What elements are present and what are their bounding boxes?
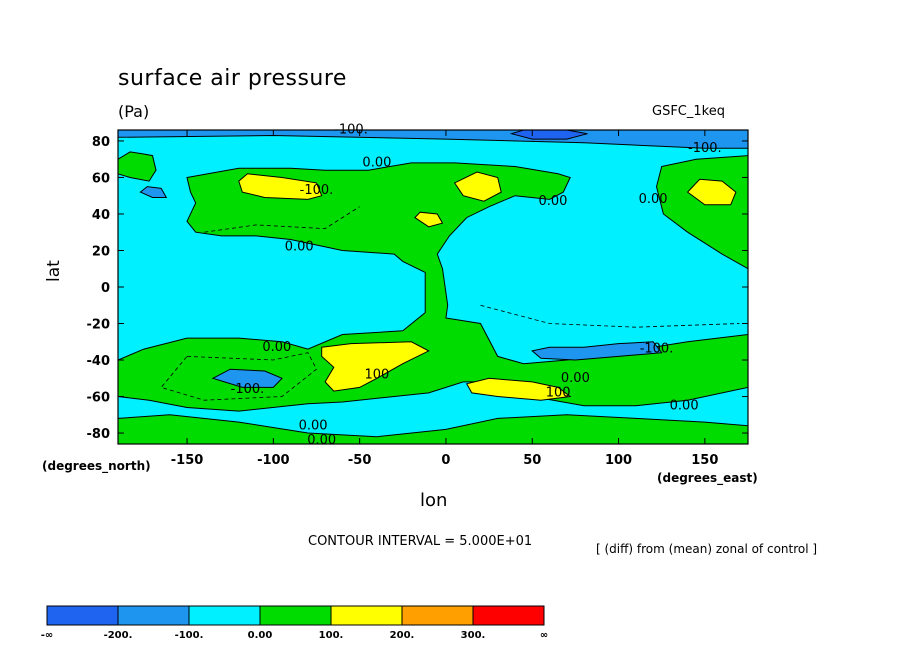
colorbar-swatch (472, 605, 545, 626)
x-tick-label: -150 (171, 453, 204, 468)
x-tick-label: 50 (523, 453, 541, 468)
contour-region-4 (238, 173, 323, 200)
axis-ticks: -150 -100 -50 0 50 100 150 80 60 40 20 0 -20 -40 -60 -8… (87, 130, 748, 468)
contour-label: 0.00 (639, 192, 668, 207)
contour-labels: -100.-100.0.00-100.0.00 0.000.000.00100-1… (231, 123, 722, 448)
colorbar-label: -100. (175, 630, 204, 641)
colorbar-label: -∞ (41, 630, 53, 641)
contour-line-1 (480, 304, 740, 328)
contour-label: 0.00 (262, 340, 291, 355)
contour-label: 100 (546, 386, 571, 401)
model-name: GSFC_1keq (652, 104, 725, 119)
x-tick-label: 0 (441, 453, 450, 468)
contour-region-6 (414, 211, 444, 228)
contour-region-12 (139, 186, 168, 198)
colorbar-label: 200. (390, 630, 415, 641)
contour-label: -100. (640, 342, 674, 357)
colorbar-swatch (46, 605, 119, 626)
y-tick-label: 0 (101, 281, 110, 296)
contour-interval: CONTOUR INTERVAL = 5.000E+01 (308, 534, 533, 549)
colorbar: -∞ -200. -100. 0.00 100. 200. 300. ∞ (41, 605, 548, 641)
x-tick-label: -100 (257, 453, 290, 468)
contour-label: 0.00 (307, 433, 336, 448)
contour-label: 0.00 (285, 239, 314, 254)
difference-note: [ (diff) from (mean) zonal of control ] (596, 542, 818, 556)
contour-region-9 (465, 377, 572, 401)
y-unit-label: (degrees_north) (42, 459, 151, 473)
contour-label: 0.00 (299, 418, 328, 433)
y-tick-label: 20 (92, 244, 110, 259)
y-tick-label: -20 (87, 318, 111, 333)
y-tick-label: -80 (87, 427, 111, 442)
y-tick-label: 60 (92, 171, 110, 186)
contour-region-3 (118, 414, 748, 444)
contour-label: 0.00 (538, 194, 567, 209)
colorbar-label: 300. (461, 630, 486, 641)
y-tick-label: 80 (92, 135, 110, 150)
contour-label: 0.00 (362, 156, 391, 171)
contour-region-5 (453, 171, 502, 202)
colorbar-swatch (401, 605, 474, 626)
x-unit-label: (degrees_east) (657, 471, 758, 485)
colorbar-label: ∞ (540, 630, 548, 641)
contour-region-14 (509, 130, 588, 140)
contour-line-0 (160, 352, 318, 401)
contour-region-10 (211, 368, 283, 388)
colorbar-label: 0.00 (248, 630, 273, 641)
y-tick-label: -60 (87, 391, 111, 406)
contour-region-11 (531, 341, 663, 361)
colorbar-swatch (117, 605, 190, 626)
contour-region-0 (118, 151, 157, 182)
x-tick-label: -50 (348, 453, 372, 468)
contour-label: -100. (300, 183, 334, 198)
contour-label: 0.00 (561, 371, 590, 386)
colorbar-swatch (259, 605, 332, 626)
x-axis-label: lon (420, 490, 448, 511)
contour-region-13 (118, 130, 748, 149)
y-tick-label: 40 (92, 208, 110, 223)
contour-region-7 (686, 178, 737, 206)
x-tick-label: 150 (691, 453, 718, 468)
contour-label: 100 (364, 367, 389, 382)
colorbar-label: -200. (104, 630, 133, 641)
contour-fills (118, 130, 748, 444)
x-tick-label: 100 (605, 453, 632, 468)
contour-region-8 (321, 341, 430, 392)
y-tick-label: -40 (87, 354, 111, 369)
contour-label: -100. (688, 141, 722, 156)
chart-units: (Pa) (118, 102, 150, 121)
colorbar-swatch (330, 605, 403, 626)
contour-label: 0.00 (670, 398, 699, 413)
colorbar-swatch (188, 605, 261, 626)
contour-line-2 (204, 206, 360, 233)
contour-label: -100. (231, 382, 265, 397)
contour-label: -100. (334, 123, 368, 138)
chart-title: surface air pressure (118, 66, 347, 91)
colorbar-label: 100. (319, 630, 344, 641)
